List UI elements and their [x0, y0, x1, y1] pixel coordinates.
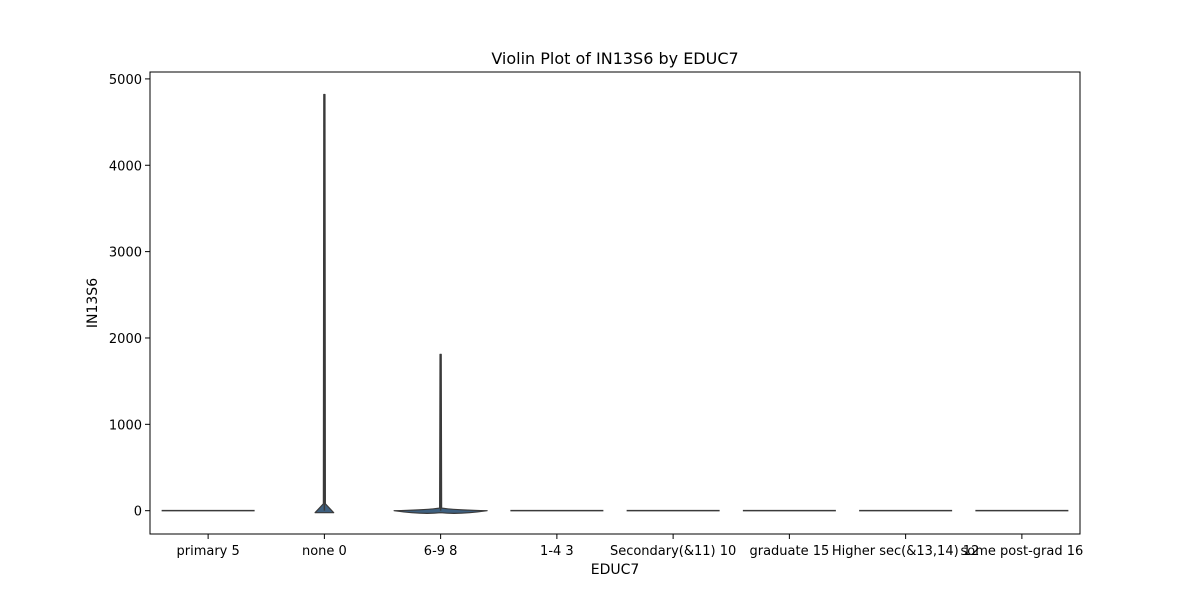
plot-frame [149, 71, 1081, 535]
violin [314, 93, 335, 514]
x-axis-label: EDUC7 [591, 562, 640, 578]
y-tick-label: 0 [134, 505, 142, 520]
y-tick-label: 1000 [109, 418, 142, 433]
violin [393, 353, 488, 514]
x-tick-label: none 0 [302, 544, 347, 559]
y-tick-label: 2000 [109, 332, 142, 347]
x-tick-label: Secondary(&11) 10 [610, 544, 736, 559]
x-axis: primary 5 none 0 6-9 8 1-4 3 Secondary(&11) … [176, 534, 1083, 559]
y-tick-label: 5000 [109, 73, 142, 88]
x-tick-label: some post-grad 16 [960, 544, 1083, 559]
y-axis-label: IN13S6 [85, 278, 101, 328]
y-tick-label: 4000 [109, 159, 142, 174]
chart-title: Violin Plot of IN13S6 by EDUC7 [491, 49, 738, 68]
x-tick-label: 6-9 8 [424, 544, 458, 559]
x-tick-label: primary 5 [176, 544, 239, 559]
y-tick-label: 3000 [109, 246, 142, 261]
x-tick-label: Higher sec(&13,14) 12 [832, 544, 979, 559]
plot-area [161, 93, 1069, 514]
x-tick-label: graduate 15 [749, 544, 829, 559]
x-tick-label: 1-4 3 [540, 544, 574, 559]
y-axis: 0 1000 2000 3000 4000 5000 [109, 73, 150, 520]
